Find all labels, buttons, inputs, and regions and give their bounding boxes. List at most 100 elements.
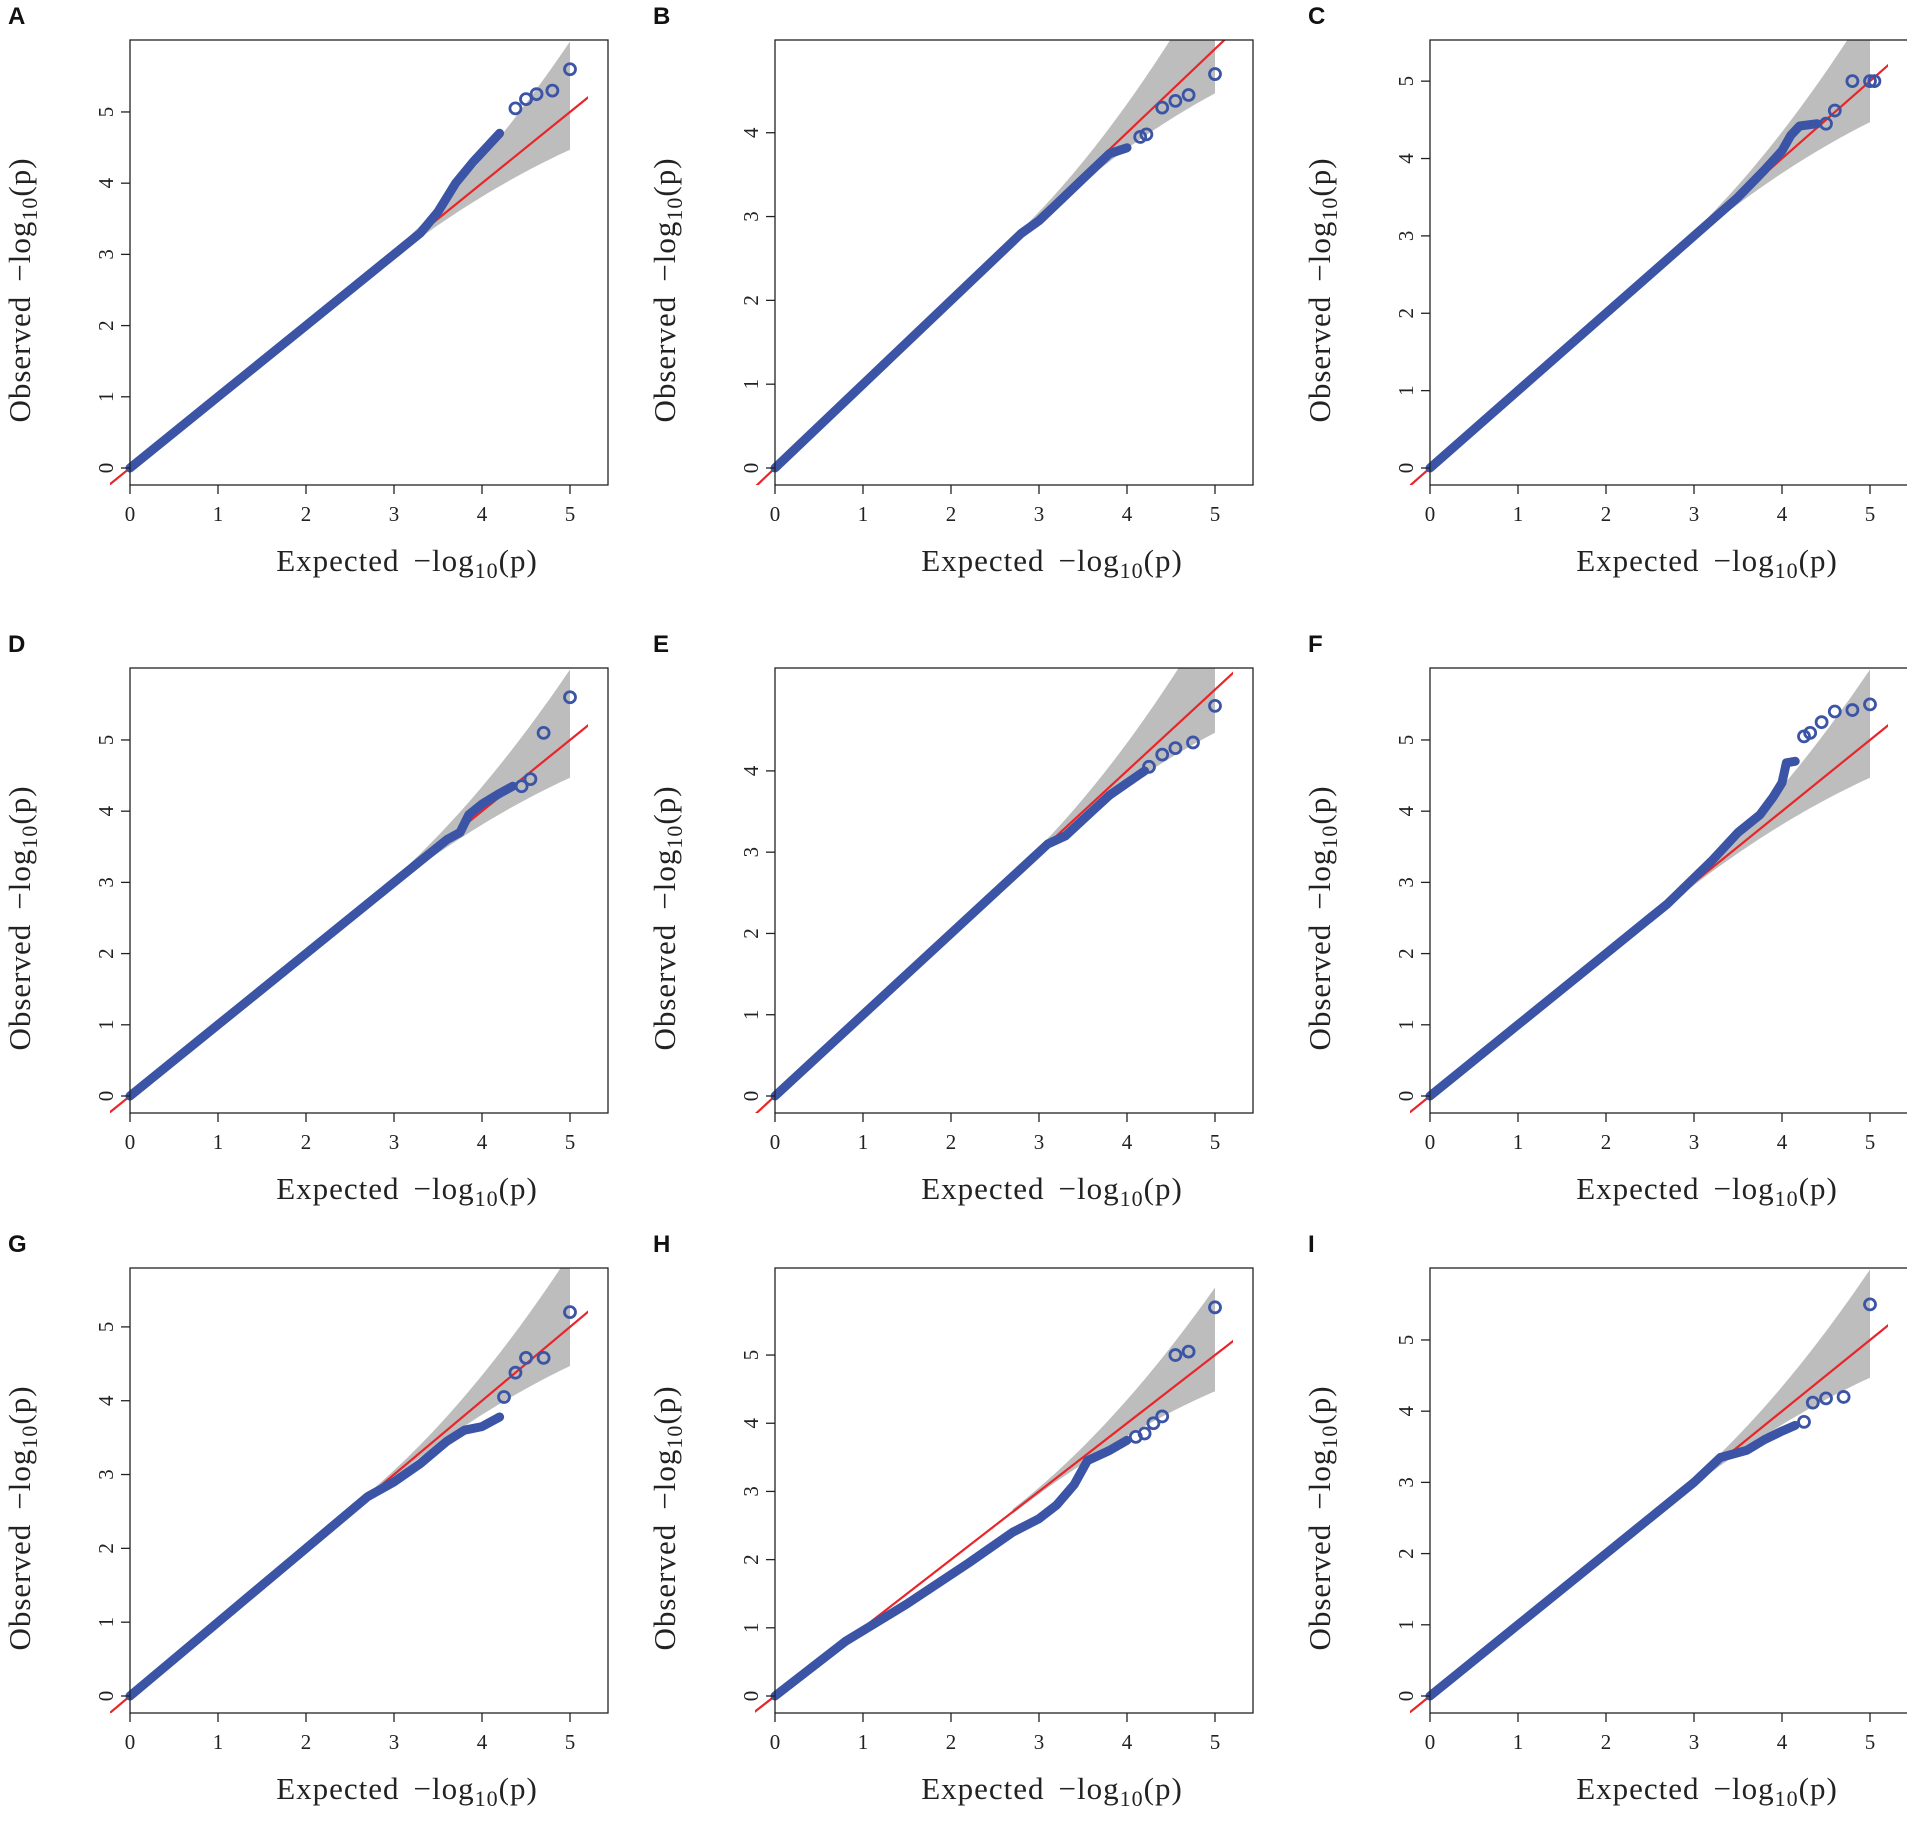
x-axis-log-arg: (p) [1144, 543, 1183, 578]
y-axis-label: Observed [647, 1524, 682, 1651]
x-axis-title: Expected −log10(p) [276, 543, 538, 583]
y-axis-log-base: 10 [1317, 197, 1342, 221]
qq-point [1845, 74, 1860, 89]
plot-frame [774, 1267, 1254, 1714]
confidence-band [1012, 40, 1215, 245]
x-axis-log-arg: (p) [499, 1771, 538, 1806]
x-tick-label: 4 [477, 502, 488, 526]
y-tick-label: 3 [94, 249, 118, 260]
x-tick-label: 3 [389, 1130, 400, 1154]
qq-point [497, 1390, 511, 1404]
qq-point [1836, 1390, 1851, 1404]
x-axis-log: −log [1714, 543, 1775, 578]
y-tick-label: 0 [1394, 1091, 1418, 1102]
plot-frame [129, 667, 609, 1114]
panel-letter: F [1308, 631, 1323, 658]
y-axis-log: −log [647, 221, 682, 282]
confidence-band [1667, 40, 1870, 262]
x-axis-log-base: 10 [1775, 1786, 1799, 1811]
qq-point [508, 101, 523, 116]
x-tick-label: 2 [1601, 1730, 1612, 1754]
x-axis-label: Expected [921, 1771, 1044, 1806]
y-axis-title: Observed −log10(p) [2, 785, 42, 1050]
y-axis-log-arg: (p) [2, 1385, 37, 1424]
panel-letter: D [8, 631, 25, 658]
qq-point [1827, 103, 1842, 118]
plot-area [1410, 1269, 1888, 1713]
x-tick-label: 0 [770, 502, 781, 526]
plot-area [110, 1268, 588, 1713]
x-tick-label: 3 [1689, 502, 1700, 526]
qq-point [1863, 1297, 1877, 1312]
y-tick-label: 5 [1394, 1335, 1418, 1346]
x-axis-label: Expected [276, 543, 399, 578]
x-tick-label: 2 [301, 1730, 312, 1754]
plot-area [1410, 40, 1888, 485]
qq-point [1805, 1395, 1820, 1410]
x-tick-label: 4 [1122, 502, 1133, 526]
y-tick-label: 3 [1394, 877, 1418, 888]
observed-points-dense [125, 128, 505, 473]
y-axis-log-arg: (p) [647, 157, 682, 196]
qq-point [536, 725, 551, 740]
y-axis-log-arg: (p) [2, 785, 37, 824]
qq-point [1139, 127, 1154, 142]
y-tick-label: 1 [94, 392, 118, 403]
panel-letter: A [8, 3, 25, 30]
y-axis-log-base: 10 [17, 1425, 42, 1449]
plot-area [755, 668, 1233, 1113]
y-tick-label: 3 [1394, 1477, 1418, 1488]
y-tick-label: 1 [1394, 385, 1418, 396]
x-tick-label: 5 [565, 502, 576, 526]
y-tick-label: 5 [94, 735, 118, 746]
x-axis-log-arg: (p) [1144, 1771, 1183, 1806]
x-axis-log: −log [1059, 1771, 1120, 1806]
x-axis-title: Expected −log10(p) [276, 1771, 538, 1811]
y-tick-label: 0 [1394, 463, 1418, 474]
plot-area [755, 40, 1226, 485]
confidence-band [1667, 669, 1870, 906]
y-tick-label: 3 [739, 1486, 763, 1497]
x-tick-label: 1 [858, 1130, 869, 1154]
y-tick-label: 0 [739, 1091, 763, 1102]
panel-letter: B [653, 3, 670, 30]
y-tick-label: 0 [94, 463, 118, 474]
x-tick-label: 0 [1425, 502, 1436, 526]
qq-point [1863, 74, 1877, 89]
y-axis-label: Observed [1302, 924, 1337, 1051]
x-axis-log-base: 10 [1120, 1186, 1144, 1211]
panel-letter: C [1308, 3, 1325, 30]
qq-point [1168, 741, 1183, 756]
qq-point [1208, 1300, 1222, 1315]
y-axis-log-base: 10 [662, 197, 687, 221]
y-tick-label: 4 [1394, 153, 1418, 164]
x-axis-log: −log [414, 543, 475, 578]
y-axis-label: Observed [2, 1524, 37, 1651]
plot-area [1410, 669, 1888, 1113]
y-axis-log: −log [2, 1449, 37, 1510]
y-axis-log-base: 10 [17, 825, 42, 849]
panel-letter: I [1308, 1231, 1315, 1258]
y-axis-title: Observed −log10(p) [1302, 1385, 1342, 1650]
y-axis-title: Observed −log10(p) [647, 1385, 687, 1650]
plot-frame [774, 39, 1254, 486]
x-axis-label: Expected [1576, 1771, 1699, 1806]
y-axis-title: Observed −log10(p) [1302, 157, 1342, 422]
x-tick-label: 2 [946, 1130, 957, 1154]
y-axis-log-base: 10 [662, 825, 687, 849]
qq-point [1208, 67, 1222, 81]
y-tick-label: 1 [94, 1617, 118, 1628]
y-tick-label: 4 [739, 127, 763, 138]
observed-points-dense [1425, 1420, 1800, 1701]
x-axis-log-base: 10 [1120, 1786, 1144, 1811]
y-axis-title: Observed −log10(p) [647, 785, 687, 1050]
y-tick-label: 5 [1394, 76, 1418, 87]
x-axis-title: Expected −log10(p) [921, 543, 1183, 583]
y-tick-label: 0 [739, 1691, 763, 1702]
plot-area [110, 41, 588, 485]
y-tick-label: 2 [1394, 1548, 1418, 1559]
